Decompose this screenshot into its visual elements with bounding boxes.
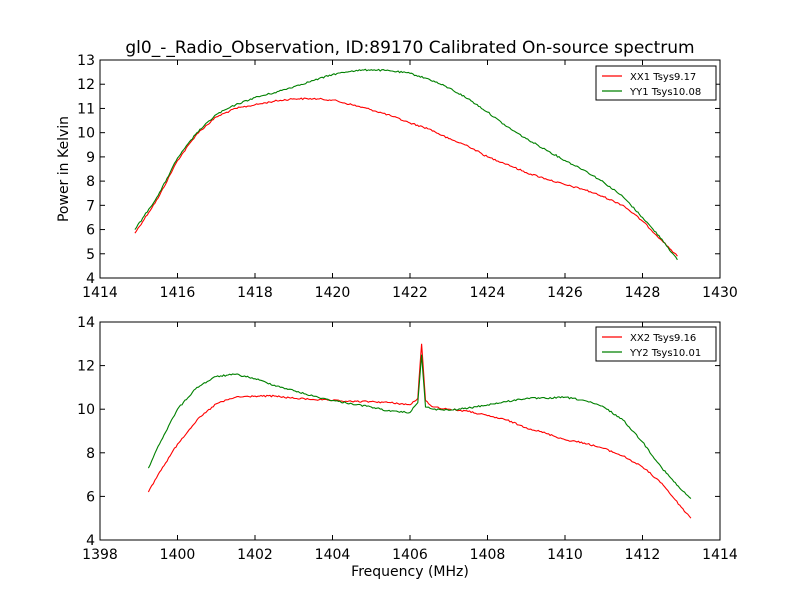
legend: XX2 Tsys9.16 YY2 Tsys10.01 bbox=[595, 326, 717, 362]
x-tick-label: 1414 bbox=[702, 547, 738, 563]
x-tick-label: 1430 bbox=[702, 285, 738, 301]
x-tick-label: 1422 bbox=[392, 285, 428, 301]
y-axis-label: Power in Kelvin bbox=[56, 116, 72, 222]
series-line-xx-panel-1 bbox=[134, 97, 678, 257]
x-tick-label: 1408 bbox=[470, 547, 506, 563]
legend-entry: XX1 Tsys9.17 bbox=[630, 72, 696, 83]
series-line-xx-panel-2 bbox=[147, 343, 692, 519]
y-tick-label: 11 bbox=[77, 101, 95, 117]
x-tick-label: 1420 bbox=[315, 285, 351, 301]
bottom-spectrum-panel: 1398 1400 1402 1404 1406 1408 1410 1412 14144681… bbox=[77, 315, 738, 563]
x-tick-label: 1428 bbox=[625, 285, 661, 301]
y-tick-label: 10 bbox=[77, 402, 95, 418]
y-tick-label: 5 bbox=[86, 247, 95, 263]
x-axis-label: Frequency (MHz) bbox=[351, 564, 469, 580]
x-tick-label: 1424 bbox=[470, 285, 506, 301]
legend-entry: YY1 Tsys10.08 bbox=[629, 87, 701, 98]
y-tick-label: 14 bbox=[77, 315, 95, 331]
series-line-yy-panel-2 bbox=[147, 354, 692, 500]
y-tick-label: 10 bbox=[77, 126, 95, 142]
figure-title: gl0_-_Radio_Observation, ID:89170 Calibr… bbox=[125, 38, 694, 58]
legend-box bbox=[595, 326, 717, 362]
x-tick-label: 1402 bbox=[237, 547, 273, 563]
top-spectrum-panel: 1414 1416 1418 1420 1422 1424 1426 1428 1430 4 5 6 7… bbox=[77, 53, 738, 301]
x-tick-label: 1412 bbox=[625, 547, 661, 563]
x-tick-label: 1418 bbox=[237, 285, 273, 301]
legend-entry: XX2 Tsys9.16 bbox=[630, 333, 696, 344]
y-tick-label: 13 bbox=[77, 53, 95, 69]
x-tick-label: 1426 bbox=[547, 285, 583, 301]
x-tick-label: 1400 bbox=[160, 547, 196, 563]
x-tick-label: 1404 bbox=[315, 547, 351, 563]
y-tick-label: 8 bbox=[86, 446, 95, 462]
x-tick-label: 1406 bbox=[392, 547, 428, 563]
x-tick-label: 1410 bbox=[547, 547, 583, 563]
legend-entry: YY2 Tsys10.01 bbox=[629, 348, 701, 359]
y-tick-label: 4 bbox=[86, 533, 95, 549]
y-tick-label: 6 bbox=[86, 489, 95, 505]
y-tick-label: 12 bbox=[77, 359, 95, 375]
y-tick-label: 9 bbox=[86, 150, 95, 166]
y-tick-label: 12 bbox=[77, 77, 95, 93]
legend: XX1 Tsys9.17 YY1 Tsys10.08 bbox=[595, 65, 717, 101]
y-tick-label: 6 bbox=[86, 223, 95, 239]
x-tick-label: 1416 bbox=[160, 285, 196, 301]
series-line-yy-panel-1 bbox=[134, 68, 678, 261]
y-tick-label: 4 bbox=[86, 271, 95, 287]
x-tick-label: 1398 bbox=[82, 547, 118, 563]
y-tick-label: 8 bbox=[86, 174, 95, 190]
legend-box bbox=[595, 65, 717, 101]
y-tick-label: 7 bbox=[86, 198, 95, 214]
x-tick-label: 1414 bbox=[82, 285, 118, 301]
